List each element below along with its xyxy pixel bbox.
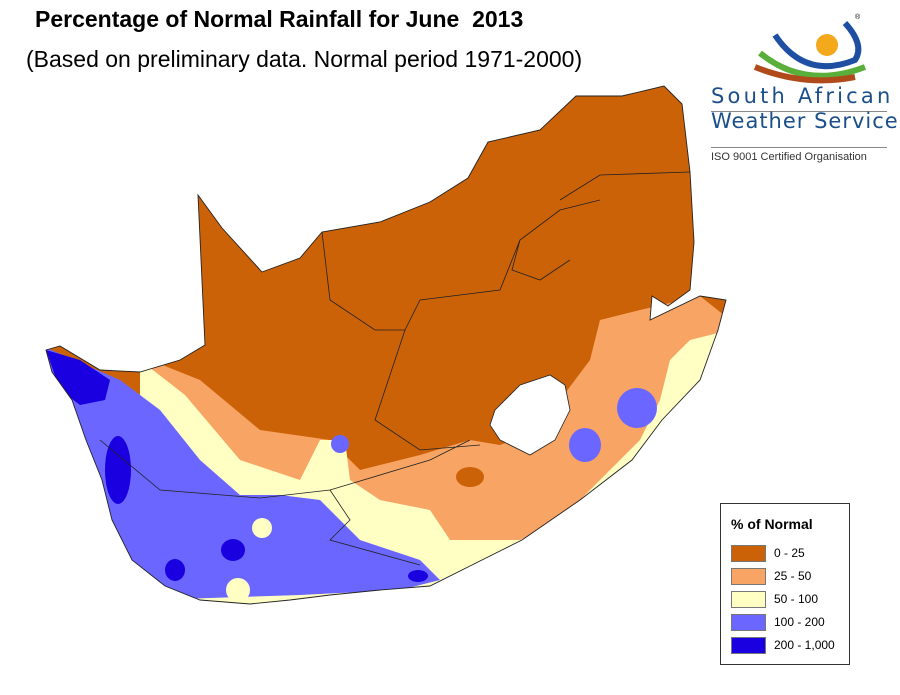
legend: % of Normal 0 - 25 25 - 50 50 - 100 100 …: [720, 503, 850, 665]
legend-title: % of Normal: [731, 516, 813, 532]
svg-text:®: ®: [855, 13, 861, 21]
zone-0-25-spot: [456, 467, 484, 487]
country-outline: [45, 85, 727, 605]
zone-50-100-spot: [226, 578, 250, 602]
lesotho-outline: [489, 374, 571, 456]
map-subtitle: (Based on preliminary data. Normal perio…: [26, 46, 583, 72]
logo-certification: ISO 9001 Certified Organisation: [711, 151, 867, 163]
zone-100-200-east2: [569, 428, 601, 462]
map-title: Percentage of Normal Rainfall for June 2…: [35, 6, 524, 32]
zone-200-1000-spot3: [408, 570, 428, 582]
logo-divider-2: [711, 147, 887, 148]
zone-200-1000-cedarberg: [105, 436, 131, 504]
logo-line-1: South African: [711, 84, 894, 108]
legend-swatch: [731, 567, 766, 585]
legend-swatch: [731, 613, 766, 631]
legend-item: 100 - 200: [731, 613, 825, 631]
legend-item: 0 - 25: [731, 544, 805, 562]
zone-100-200-east: [617, 388, 657, 428]
legend-label: 0 - 25: [774, 546, 805, 560]
legend-swatch: [731, 544, 766, 562]
province-borders: [99, 171, 691, 566]
legend-swatch: [731, 636, 766, 654]
legend-item: 50 - 100: [731, 590, 818, 608]
saws-logo-emblem: ®: [753, 13, 867, 84]
zone-200-1000-spot: [221, 539, 245, 561]
zone-200-1000-spot2: [165, 559, 185, 581]
legend-swatch: [731, 590, 766, 608]
zone-50-100-spot2: [252, 518, 272, 538]
zone-100-200-spot: [331, 435, 349, 453]
legend-label: 25 - 50: [774, 569, 812, 583]
saws-logo: ® South African Weather Service ISO 9001…: [705, 5, 898, 175]
legend-item: 25 - 50: [731, 567, 811, 585]
legend-label: 50 - 100: [774, 592, 819, 606]
legend-label: 200 - 1,000: [774, 638, 835, 652]
legend-item: 200 - 1,000: [731, 636, 835, 654]
logo-line-2: Weather Service: [711, 109, 899, 133]
zone-100-200: [46, 345, 440, 600]
legend-label: 100 - 200: [774, 615, 825, 629]
logo-divider: [711, 111, 887, 112]
